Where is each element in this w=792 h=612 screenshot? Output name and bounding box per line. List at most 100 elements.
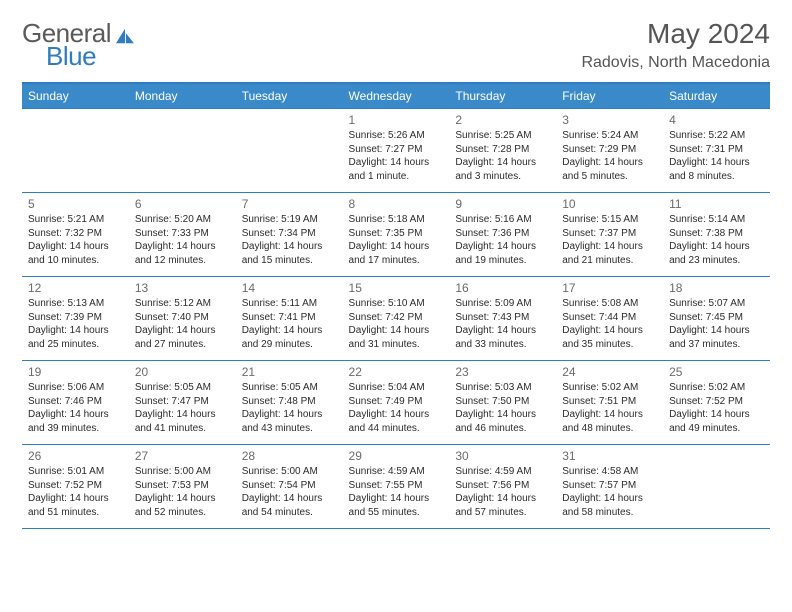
- day-cell: 19 Sunrise: 5:06 AMSunset: 7:46 PMDayligh…: [22, 361, 129, 445]
- day-number: 10: [562, 197, 657, 211]
- calendar-row: 19 Sunrise: 5:06 AMSunset: 7:46 PMDayligh…: [22, 361, 770, 445]
- day-number: 18: [669, 281, 764, 295]
- day-info: Sunrise: 5:00 AMSunset: 7:53 PMDaylight:…: [135, 465, 230, 519]
- day-number: 2: [455, 113, 550, 127]
- empty-cell: [129, 109, 236, 193]
- calendar-row: 1 Sunrise: 5:26 AMSunset: 7:27 PMDaylight…: [22, 109, 770, 193]
- day-number: 3: [562, 113, 657, 127]
- day-cell: 14 Sunrise: 5:11 AMSunset: 7:41 PMDayligh…: [236, 277, 343, 361]
- brand-sail-icon: [114, 27, 136, 45]
- day-cell: 6 Sunrise: 5:20 AMSunset: 7:33 PMDaylight…: [129, 193, 236, 277]
- day-number: 20: [135, 365, 230, 379]
- page-title: May 2024: [581, 18, 770, 50]
- day-number: 19: [28, 365, 123, 379]
- header: GeneralBlue May 2024 Radovis, North Mace…: [22, 18, 770, 72]
- day-number: 16: [455, 281, 550, 295]
- day-cell: 7 Sunrise: 5:19 AMSunset: 7:34 PMDaylight…: [236, 193, 343, 277]
- day-info: Sunrise: 5:26 AMSunset: 7:27 PMDaylight:…: [349, 129, 444, 183]
- day-cell: 3 Sunrise: 5:24 AMSunset: 7:29 PMDaylight…: [556, 109, 663, 193]
- day-info: Sunrise: 5:06 AMSunset: 7:46 PMDaylight:…: [28, 381, 123, 435]
- day-info: Sunrise: 5:05 AMSunset: 7:48 PMDaylight:…: [242, 381, 337, 435]
- day-cell: 21Sunrise: 5:05 AMSunset: 7:48 PMDayligh…: [236, 361, 343, 445]
- day-cell: 22 Sunrise: 5:04 AMSunset: 7:49 PMDayligh…: [343, 361, 450, 445]
- day-info: Sunrise: 5:20 AMSunset: 7:33 PMDaylight:…: [135, 213, 230, 267]
- day-cell: 17Sunrise: 5:08 AMSunset: 7:44 PMDayligh…: [556, 277, 663, 361]
- day-info: Sunrise: 5:22 AMSunset: 7:31 PMDaylight:…: [669, 129, 764, 183]
- weekday-header: Friday: [556, 84, 663, 109]
- day-info: Sunrise: 5:18 AMSunset: 7:35 PMDaylight:…: [349, 213, 444, 267]
- day-info: Sunrise: 5:10 AMSunset: 7:42 PMDaylight:…: [349, 297, 444, 351]
- day-info: Sunrise: 5:03 AMSunset: 7:50 PMDaylight:…: [455, 381, 550, 435]
- day-number: 30: [455, 449, 550, 463]
- day-number: 31: [562, 449, 657, 463]
- weekday-header: Wednesday: [343, 84, 450, 109]
- weekday-header: Saturday: [663, 84, 770, 109]
- day-number: 24: [562, 365, 657, 379]
- calendar-body: 1 Sunrise: 5:26 AMSunset: 7:27 PMDaylight…: [22, 109, 770, 529]
- day-info: Sunrise: 5:02 AMSunset: 7:52 PMDaylight:…: [669, 381, 764, 435]
- day-info: Sunrise: 5:21 AMSunset: 7:32 PMDaylight:…: [28, 213, 123, 267]
- weekday-header: Monday: [129, 84, 236, 109]
- calendar-table: SundayMondayTuesdayWednesdayThursdayFrid…: [22, 84, 770, 529]
- day-cell: 27 Sunrise: 5:00 AMSunset: 7:53 PMDayligh…: [129, 445, 236, 529]
- weekday-header: Thursday: [449, 84, 556, 109]
- calendar-row: 5 Sunrise: 5:21 AMSunset: 7:32 PMDaylight…: [22, 193, 770, 277]
- calendar-row: 12Sunrise: 5:13 AMSunset: 7:39 PMDayligh…: [22, 277, 770, 361]
- day-number: 27: [135, 449, 230, 463]
- day-info: Sunrise: 5:11 AMSunset: 7:41 PMDaylight:…: [242, 297, 337, 351]
- day-number: 26: [28, 449, 123, 463]
- day-number: 14: [242, 281, 337, 295]
- day-number: 25: [669, 365, 764, 379]
- title-block: May 2024 Radovis, North Macedonia: [581, 18, 770, 72]
- weekday-header-row: SundayMondayTuesdayWednesdayThursdayFrid…: [22, 84, 770, 109]
- day-cell: 31Sunrise: 4:58 AMSunset: 7:57 PMDayligh…: [556, 445, 663, 529]
- day-number: 22: [349, 365, 444, 379]
- day-info: Sunrise: 5:02 AMSunset: 7:51 PMDaylight:…: [562, 381, 657, 435]
- empty-cell: [663, 445, 770, 529]
- day-number: 29: [349, 449, 444, 463]
- day-info: Sunrise: 4:59 AMSunset: 7:56 PMDaylight:…: [455, 465, 550, 519]
- day-info: Sunrise: 4:59 AMSunset: 7:55 PMDaylight:…: [349, 465, 444, 519]
- day-cell: 13Sunrise: 5:12 AMSunset: 7:40 PMDayligh…: [129, 277, 236, 361]
- day-number: 7: [242, 197, 337, 211]
- brand-name-part2: Blue: [46, 41, 96, 71]
- day-cell: 23 Sunrise: 5:03 AMSunset: 7:50 PMDayligh…: [449, 361, 556, 445]
- day-info: Sunrise: 5:19 AMSunset: 7:34 PMDaylight:…: [242, 213, 337, 267]
- day-info: Sunrise: 5:14 AMSunset: 7:38 PMDaylight:…: [669, 213, 764, 267]
- day-cell: 20 Sunrise: 5:05 AMSunset: 7:47 PMDayligh…: [129, 361, 236, 445]
- page-subtitle: Radovis, North Macedonia: [581, 54, 770, 72]
- day-cell: 24 Sunrise: 5:02 AMSunset: 7:51 PMDayligh…: [556, 361, 663, 445]
- day-info: Sunrise: 5:01 AMSunset: 7:52 PMDaylight:…: [28, 465, 123, 519]
- day-cell: 2Sunrise: 5:25 AMSunset: 7:28 PMDaylight…: [449, 109, 556, 193]
- empty-cell: [236, 109, 343, 193]
- day-cell: 26 Sunrise: 5:01 AMSunset: 7:52 PMDayligh…: [22, 445, 129, 529]
- day-info: Sunrise: 5:04 AMSunset: 7:49 PMDaylight:…: [349, 381, 444, 435]
- day-number: 6: [135, 197, 230, 211]
- day-number: 28: [242, 449, 337, 463]
- day-cell: 1 Sunrise: 5:26 AMSunset: 7:27 PMDaylight…: [343, 109, 450, 193]
- brand-logo: GeneralBlue: [22, 22, 136, 69]
- day-number: 23: [455, 365, 550, 379]
- day-info: Sunrise: 5:05 AMSunset: 7:47 PMDaylight:…: [135, 381, 230, 435]
- day-info: Sunrise: 5:16 AMSunset: 7:36 PMDaylight:…: [455, 213, 550, 267]
- day-info: Sunrise: 5:12 AMSunset: 7:40 PMDaylight:…: [135, 297, 230, 351]
- day-cell: 15 Sunrise: 5:10 AMSunset: 7:42 PMDayligh…: [343, 277, 450, 361]
- day-cell: 4 Sunrise: 5:22 AMSunset: 7:31 PMDaylight…: [663, 109, 770, 193]
- empty-cell: [22, 109, 129, 193]
- day-cell: 30 Sunrise: 4:59 AMSunset: 7:56 PMDayligh…: [449, 445, 556, 529]
- day-cell: 8 Sunrise: 5:18 AMSunset: 7:35 PMDaylight…: [343, 193, 450, 277]
- day-info: Sunrise: 5:15 AMSunset: 7:37 PMDaylight:…: [562, 213, 657, 267]
- day-number: 5: [28, 197, 123, 211]
- day-info: Sunrise: 5:07 AMSunset: 7:45 PMDaylight:…: [669, 297, 764, 351]
- weekday-header: Sunday: [22, 84, 129, 109]
- day-number: 11: [669, 197, 764, 211]
- day-cell: 11 Sunrise: 5:14 AMSunset: 7:38 PMDayligh…: [663, 193, 770, 277]
- day-number: 4: [669, 113, 764, 127]
- day-number: 1: [349, 113, 444, 127]
- day-cell: 12Sunrise: 5:13 AMSunset: 7:39 PMDayligh…: [22, 277, 129, 361]
- day-number: 15: [349, 281, 444, 295]
- day-info: Sunrise: 5:24 AMSunset: 7:29 PMDaylight:…: [562, 129, 657, 183]
- weekday-header: Tuesday: [236, 84, 343, 109]
- day-cell: 25 Sunrise: 5:02 AMSunset: 7:52 PMDayligh…: [663, 361, 770, 445]
- day-number: 8: [349, 197, 444, 211]
